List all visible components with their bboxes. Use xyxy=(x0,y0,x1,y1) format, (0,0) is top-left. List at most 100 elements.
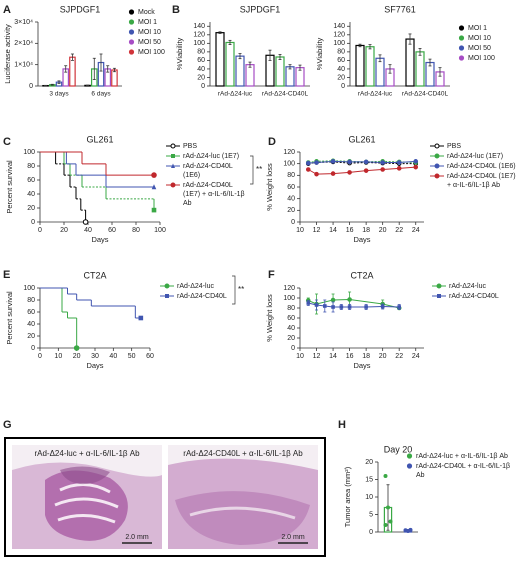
x-tick-label: rAd-Δ24-luc xyxy=(358,91,393,98)
marker xyxy=(380,160,385,165)
y-tick-label: 60 xyxy=(197,57,205,64)
chart-title: CT2A xyxy=(350,270,373,280)
marker xyxy=(82,219,89,225)
legend-swatch xyxy=(432,283,446,289)
legend-label: MOI 1 xyxy=(468,25,488,32)
marker xyxy=(396,166,402,171)
y-tick-label: 0 xyxy=(291,345,295,352)
data-point xyxy=(383,523,388,527)
x-tick-label: 60 xyxy=(108,227,116,234)
legend-entry: Mock xyxy=(128,8,170,17)
y-axis-label: Tumor area (mm²) xyxy=(343,466,352,527)
x-tick-label: 20 xyxy=(73,353,81,360)
legend: rAd-Δ24-luc rAd-Δ24-CD40L xyxy=(160,282,234,302)
x-axis-label: Days xyxy=(91,235,108,244)
legend-entry: rAd-Δ24-luc xyxy=(160,282,234,291)
marker xyxy=(347,297,352,302)
marker xyxy=(165,294,169,298)
panel-letter: G xyxy=(3,419,12,431)
y-tick-label: 0 xyxy=(291,219,295,226)
x-tick-label: 20 xyxy=(379,227,387,234)
bar xyxy=(235,55,245,87)
legend-dot xyxy=(406,453,413,459)
scale-bar-label: 2.0 mm xyxy=(281,534,305,541)
y-tick-label: 100 xyxy=(193,40,205,47)
marker xyxy=(170,182,176,188)
marker xyxy=(171,154,175,158)
legend: MOI 1 MOI 10 MOI 50 MOI 100 xyxy=(458,24,518,64)
series-line xyxy=(308,160,416,164)
y-tick-label: 100 xyxy=(283,161,295,168)
legend-swatch xyxy=(128,39,135,45)
y-tick-label: 1×10⁴ xyxy=(14,62,33,69)
chart-title: SJPDGF1 xyxy=(240,4,281,14)
histology-right xyxy=(168,445,318,549)
x-tick-label: 20 xyxy=(60,227,68,234)
marker xyxy=(436,283,442,289)
x-tick-label: 14 xyxy=(329,227,337,234)
data-point xyxy=(383,474,388,478)
marker xyxy=(434,143,440,149)
legend-dot xyxy=(458,35,465,41)
x-tick-label: 24 xyxy=(412,353,420,360)
legend-entry: rAd-Δ24-CD40L + α-IL-6/IL-1β Ab xyxy=(406,462,518,480)
legend-label: rAd-Δ24-CD40L + α-IL-6/IL-1β Ab xyxy=(416,463,510,479)
bar xyxy=(215,32,225,87)
marker xyxy=(413,164,419,170)
marker xyxy=(397,305,401,309)
bar xyxy=(225,41,235,87)
panel-letter: H xyxy=(338,419,346,431)
legend: PBS rAd-Δ24-luc (1E7) rAd-Δ24-CD40L (1E6) r… xyxy=(166,142,250,209)
legend-entry: rAd-Δ24-CD40L (1E6) xyxy=(166,162,250,180)
marker xyxy=(396,160,402,165)
legend-swatch xyxy=(128,49,135,55)
chart-title: GL261 xyxy=(348,134,375,144)
x-tick-label: 50 xyxy=(128,353,136,360)
legend-swatch xyxy=(160,294,174,298)
x-tick-label: 16 xyxy=(346,227,354,234)
x-tick-label: 60 xyxy=(146,353,154,360)
legend-swatch xyxy=(430,163,444,169)
panel-letter: A xyxy=(3,4,11,16)
y-tick-label: 0 xyxy=(369,529,373,536)
panel-letter: C xyxy=(3,136,11,148)
marker xyxy=(339,305,344,309)
y-tick-label: 40 xyxy=(287,196,295,203)
legend-swatch xyxy=(430,153,444,159)
legend-swatch xyxy=(458,25,465,31)
y-tick-label: 80 xyxy=(27,163,35,170)
y-axis-label: %Viability xyxy=(175,38,184,71)
chart-title: SJPDGF1 xyxy=(60,4,101,14)
series-line xyxy=(308,166,416,175)
marker xyxy=(305,160,311,166)
legend-label: MOI 100 xyxy=(138,49,165,56)
marker xyxy=(330,159,336,164)
y-tick-label: 120 xyxy=(283,285,295,292)
legend-entry: rAd-Δ24-luc (1E7) xyxy=(166,152,250,161)
marker xyxy=(138,315,144,321)
legend: Mock MOI 1 MOI 10 MOI 50 MOI 100 xyxy=(128,8,170,58)
y-tick-label: 40 xyxy=(287,325,295,332)
x-tick-label: 16 xyxy=(346,353,354,360)
y-tick-label: 120 xyxy=(283,149,295,156)
y-tick-label: 20 xyxy=(27,205,35,212)
y-tick-label: 140 xyxy=(333,23,345,30)
marker xyxy=(380,167,385,172)
y-axis-label: %Viability xyxy=(315,38,324,71)
y-tick-label: 100 xyxy=(333,40,345,47)
x-tick-label: 30 xyxy=(91,353,99,360)
bar xyxy=(285,66,295,87)
marker xyxy=(434,173,440,179)
y-tick-label: 20 xyxy=(287,207,295,214)
y-tick-label: 100 xyxy=(283,295,295,302)
legend-swatch xyxy=(128,29,135,35)
x-tick-label: 100 xyxy=(154,227,166,234)
legend-dot xyxy=(458,45,465,51)
x-tick-label: 10 xyxy=(296,227,304,234)
legend-entry: MOI 10 xyxy=(458,34,518,43)
legend-entry: rAd-Δ24-luc + α-IL-6/IL-1β Ab xyxy=(406,452,518,461)
x-tick-label: 24 xyxy=(412,227,420,234)
legend-entry: rAd-Δ24-CD40L (1E7) + α-IL-6/IL-1β Ab xyxy=(430,172,518,190)
x-tick-label: 22 xyxy=(395,227,403,234)
y-tick-label: 10 xyxy=(365,494,373,501)
